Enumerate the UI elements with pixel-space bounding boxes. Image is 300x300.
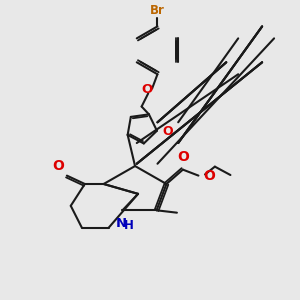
Text: O: O bbox=[162, 125, 173, 138]
Text: O: O bbox=[203, 169, 215, 183]
Text: Br: Br bbox=[150, 4, 165, 16]
Text: O: O bbox=[177, 150, 189, 164]
Text: H: H bbox=[124, 219, 134, 232]
Text: N: N bbox=[116, 217, 127, 230]
Text: O: O bbox=[52, 159, 64, 173]
Text: O: O bbox=[142, 83, 153, 96]
